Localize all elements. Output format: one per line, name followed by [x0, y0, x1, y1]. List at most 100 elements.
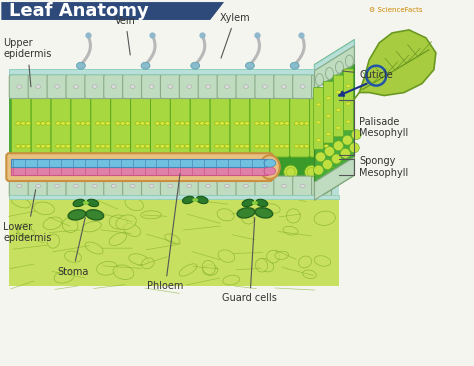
Circle shape	[316, 152, 326, 162]
Ellipse shape	[46, 122, 51, 125]
Ellipse shape	[165, 122, 170, 125]
Ellipse shape	[120, 122, 125, 125]
Ellipse shape	[346, 55, 353, 67]
Ellipse shape	[125, 122, 130, 125]
Ellipse shape	[191, 62, 200, 69]
Ellipse shape	[225, 145, 229, 148]
Ellipse shape	[95, 122, 100, 125]
FancyBboxPatch shape	[28, 176, 48, 196]
Ellipse shape	[314, 211, 335, 225]
Ellipse shape	[326, 97, 331, 100]
FancyBboxPatch shape	[9, 97, 339, 157]
Ellipse shape	[160, 145, 165, 148]
Circle shape	[263, 165, 277, 179]
Ellipse shape	[125, 197, 144, 210]
FancyBboxPatch shape	[314, 87, 324, 149]
Ellipse shape	[314, 256, 331, 266]
Ellipse shape	[246, 62, 255, 69]
FancyBboxPatch shape	[179, 75, 199, 98]
FancyBboxPatch shape	[9, 177, 339, 195]
Ellipse shape	[279, 145, 284, 148]
Ellipse shape	[290, 62, 299, 69]
Circle shape	[342, 135, 352, 145]
FancyBboxPatch shape	[131, 97, 150, 157]
FancyBboxPatch shape	[217, 176, 237, 196]
Ellipse shape	[304, 122, 309, 125]
Ellipse shape	[346, 84, 351, 87]
Ellipse shape	[21, 122, 26, 125]
Polygon shape	[9, 195, 339, 287]
Ellipse shape	[155, 122, 160, 125]
Text: Vein: Vein	[115, 16, 136, 55]
Ellipse shape	[203, 265, 218, 275]
FancyBboxPatch shape	[255, 75, 275, 98]
Ellipse shape	[41, 122, 46, 125]
Ellipse shape	[284, 145, 289, 148]
Text: ⚙ ScienceFacts: ⚙ ScienceFacts	[369, 7, 423, 13]
Ellipse shape	[180, 122, 185, 125]
Ellipse shape	[47, 234, 60, 248]
FancyBboxPatch shape	[47, 176, 67, 196]
Ellipse shape	[116, 215, 136, 230]
Ellipse shape	[235, 145, 239, 148]
Ellipse shape	[264, 167, 276, 175]
Ellipse shape	[218, 250, 235, 262]
FancyBboxPatch shape	[217, 75, 237, 98]
Ellipse shape	[316, 103, 321, 106]
Ellipse shape	[286, 209, 300, 223]
Ellipse shape	[304, 145, 309, 148]
Ellipse shape	[100, 145, 105, 148]
Ellipse shape	[255, 258, 267, 272]
Ellipse shape	[267, 250, 280, 263]
Ellipse shape	[120, 145, 125, 148]
Ellipse shape	[130, 85, 135, 88]
Circle shape	[33, 165, 47, 179]
FancyBboxPatch shape	[85, 75, 105, 98]
Polygon shape	[359, 30, 436, 96]
Ellipse shape	[175, 145, 180, 148]
Ellipse shape	[324, 145, 329, 148]
FancyBboxPatch shape	[170, 97, 190, 157]
Ellipse shape	[326, 115, 331, 117]
Ellipse shape	[192, 198, 198, 202]
Text: Palisade
Mesophyll: Palisade Mesophyll	[359, 116, 409, 138]
Ellipse shape	[200, 122, 205, 125]
Ellipse shape	[141, 211, 161, 219]
FancyBboxPatch shape	[51, 97, 71, 157]
Circle shape	[242, 165, 256, 179]
Text: Lower
epidermis: Lower epidermis	[3, 190, 52, 243]
Circle shape	[305, 165, 319, 179]
FancyBboxPatch shape	[230, 97, 250, 157]
Ellipse shape	[55, 122, 61, 125]
Circle shape	[137, 165, 152, 179]
Ellipse shape	[237, 208, 255, 218]
FancyBboxPatch shape	[6, 153, 273, 181]
FancyBboxPatch shape	[150, 97, 170, 157]
Ellipse shape	[36, 145, 41, 148]
Ellipse shape	[182, 196, 194, 203]
FancyBboxPatch shape	[9, 157, 339, 177]
Ellipse shape	[275, 251, 289, 259]
Ellipse shape	[281, 184, 286, 188]
Circle shape	[351, 130, 361, 139]
Ellipse shape	[142, 258, 154, 269]
Ellipse shape	[202, 261, 215, 274]
Ellipse shape	[326, 67, 333, 79]
Ellipse shape	[187, 184, 192, 188]
Polygon shape	[315, 40, 355, 71]
Ellipse shape	[299, 145, 304, 148]
Ellipse shape	[175, 122, 180, 125]
FancyBboxPatch shape	[160, 75, 180, 98]
Ellipse shape	[245, 122, 249, 125]
Circle shape	[75, 165, 89, 179]
FancyBboxPatch shape	[47, 75, 67, 98]
Ellipse shape	[65, 122, 71, 125]
Ellipse shape	[284, 122, 289, 125]
Circle shape	[221, 165, 235, 179]
Ellipse shape	[168, 184, 173, 188]
Ellipse shape	[185, 145, 190, 148]
Text: Cuticle: Cuticle	[342, 70, 393, 80]
Ellipse shape	[92, 184, 97, 188]
FancyBboxPatch shape	[123, 75, 143, 98]
Ellipse shape	[17, 224, 32, 236]
